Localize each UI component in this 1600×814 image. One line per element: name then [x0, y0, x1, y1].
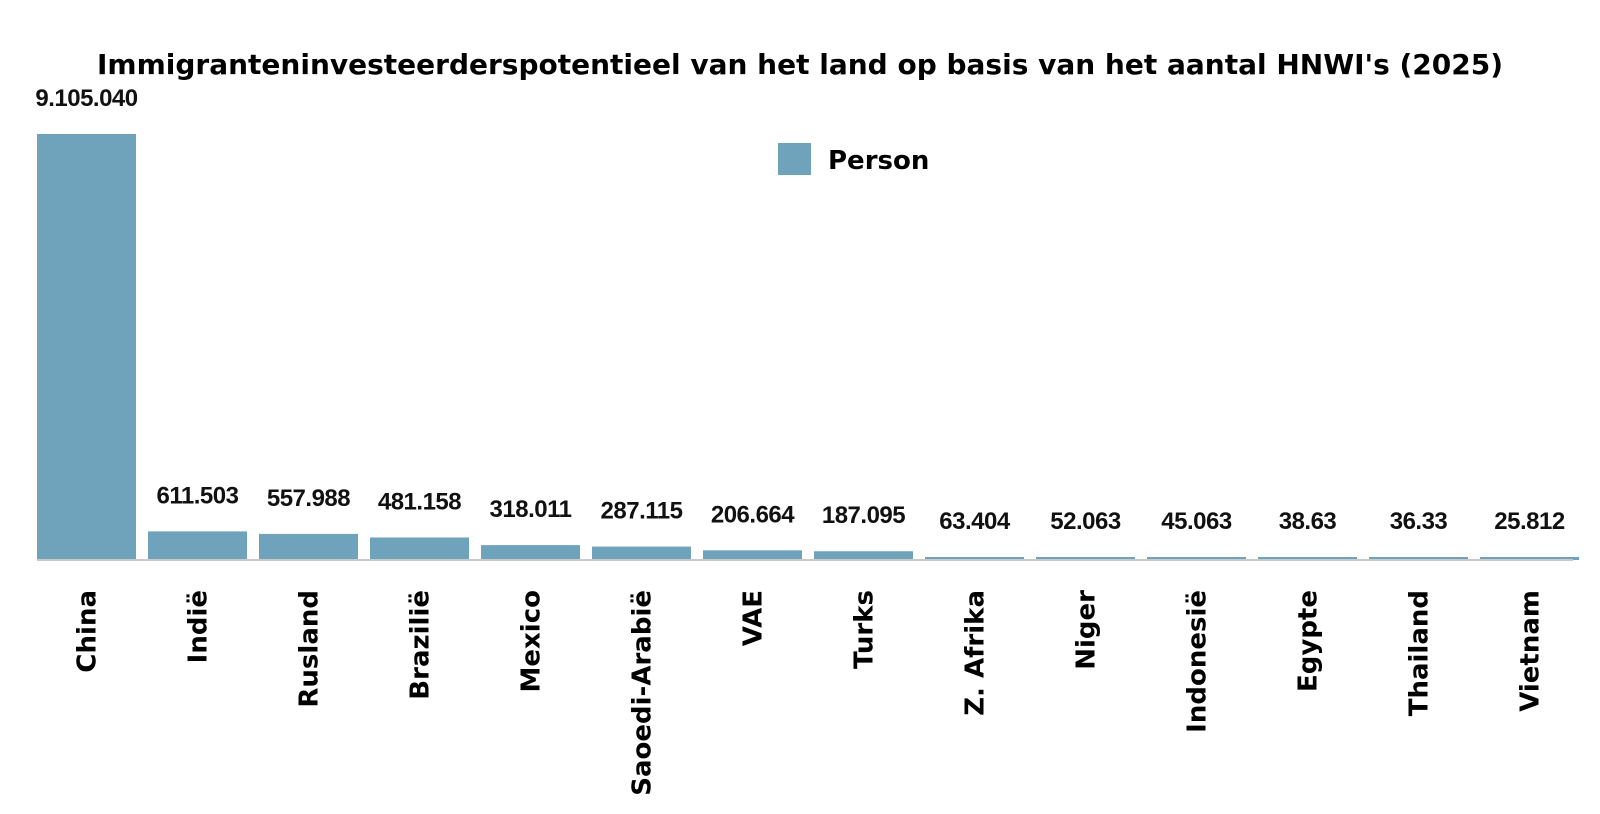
category-label: VAE	[739, 590, 769, 646]
bar-vae	[703, 550, 802, 560]
value-label: 287.115	[601, 498, 683, 525]
value-label: 206.664	[711, 501, 795, 528]
category-label: Egypte	[1294, 590, 1324, 692]
value-labels: 9.105.040 611.503 557.988 481.158 318.011 287…	[35, 85, 1565, 535]
bars	[37, 134, 1579, 560]
category-label: Rusland	[295, 590, 325, 708]
bar-indonesi-	[1147, 557, 1246, 560]
value-label: 63.404	[939, 508, 1011, 535]
bar-z-afrika	[925, 557, 1024, 560]
bar-thailand	[1369, 557, 1468, 560]
value-label: 9.105.040	[35, 85, 137, 112]
chart-title: Immigranteninvesteerderspotentieel van h…	[97, 48, 1503, 81]
value-label: 36.33	[1390, 508, 1448, 535]
value-label: 45.063	[1161, 508, 1232, 535]
category-label: Niger	[1072, 590, 1102, 670]
bar-indi-	[148, 531, 247, 560]
category-label: Brazilië	[406, 590, 436, 700]
category-label: Mexico	[517, 590, 547, 692]
value-label: 52.063	[1050, 508, 1121, 535]
category-labels: China Indië Rusland Brazilië Mexico Saoedi-Ar…	[73, 590, 1546, 796]
category-label: China	[73, 590, 103, 673]
category-label: Saoedi-Arabië	[628, 590, 658, 796]
legend-swatch	[778, 143, 811, 175]
value-label: 187.095	[822, 502, 905, 529]
value-label: 25.812	[1494, 508, 1565, 535]
bar-rusland	[259, 533, 358, 560]
category-label: Indonesië	[1183, 590, 1213, 733]
bar-turks	[814, 551, 913, 560]
legend: Person	[778, 143, 929, 176]
value-label: 557.988	[267, 485, 350, 512]
bar-brazili-	[370, 537, 469, 560]
value-label: 481.158	[378, 488, 461, 515]
value-label: 318.011	[490, 496, 572, 523]
bar-china	[37, 134, 136, 560]
bar-saoedi-arabi-	[592, 546, 691, 560]
bar-niger	[1036, 557, 1135, 560]
value-label: 38.63	[1279, 508, 1337, 535]
category-label: Thailand	[1405, 590, 1435, 716]
legend-label: Person	[828, 146, 929, 176]
category-label: Turks	[850, 590, 880, 669]
category-label: Vietnam	[1516, 590, 1546, 712]
category-label: Z. Afrika	[961, 590, 991, 716]
bar-vietnam	[1480, 557, 1579, 560]
bar-mexico	[481, 545, 580, 560]
bar-egypte	[1258, 557, 1357, 560]
value-label: 611.503	[157, 482, 239, 509]
category-label: Indië	[184, 590, 214, 663]
